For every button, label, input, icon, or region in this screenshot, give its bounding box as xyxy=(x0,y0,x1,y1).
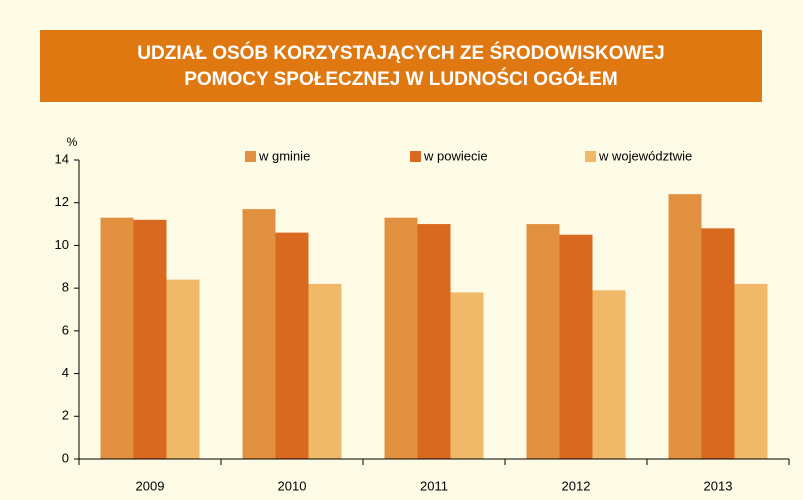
legend-swatch xyxy=(245,151,256,162)
x-tick-label: 2012 xyxy=(562,478,591,493)
x-tick-label: 2011 xyxy=(420,478,448,493)
bar xyxy=(133,219,167,459)
y-tick-label: 2 xyxy=(62,408,69,423)
bar xyxy=(308,283,342,459)
y-tick-label: 12 xyxy=(55,194,69,209)
bar xyxy=(701,228,735,459)
bar xyxy=(450,292,484,459)
x-tick-label: 2009 xyxy=(136,478,165,493)
legend-label: w województwie xyxy=(598,148,692,163)
y-tick-label: 8 xyxy=(62,280,69,295)
bar xyxy=(166,279,200,459)
legend-swatch xyxy=(410,151,421,162)
bar xyxy=(668,194,702,459)
legend-label: w powiecie xyxy=(423,148,488,163)
y-tick-label: 14 xyxy=(55,151,69,166)
x-tick-label: 2010 xyxy=(278,478,307,493)
x-tick-label: 2013 xyxy=(704,478,733,493)
bar xyxy=(592,290,626,459)
y-tick-label: 4 xyxy=(62,365,69,380)
bar xyxy=(242,209,276,459)
chart-title: UDZIAŁ OSÓB KORZYSTAJĄCYCH ZE ŚRODOWISKO… xyxy=(137,42,664,64)
bar xyxy=(559,234,593,459)
legend-label: w gminie xyxy=(258,148,310,163)
bar xyxy=(100,217,134,459)
legend-swatch xyxy=(585,151,596,162)
bar xyxy=(734,283,768,459)
bar xyxy=(417,224,451,459)
y-tick-label: 0 xyxy=(62,450,69,465)
y-tick-label: 10 xyxy=(55,237,69,252)
chart-title: POMOCY SPOŁECZNEJ W LUDNOŚCI OGÓŁEM xyxy=(184,68,618,90)
y-axis-label: % xyxy=(67,135,78,149)
bar xyxy=(275,232,309,459)
title-banner xyxy=(40,30,762,102)
bar xyxy=(384,217,418,459)
y-tick-label: 6 xyxy=(62,322,69,337)
bar xyxy=(526,224,560,459)
